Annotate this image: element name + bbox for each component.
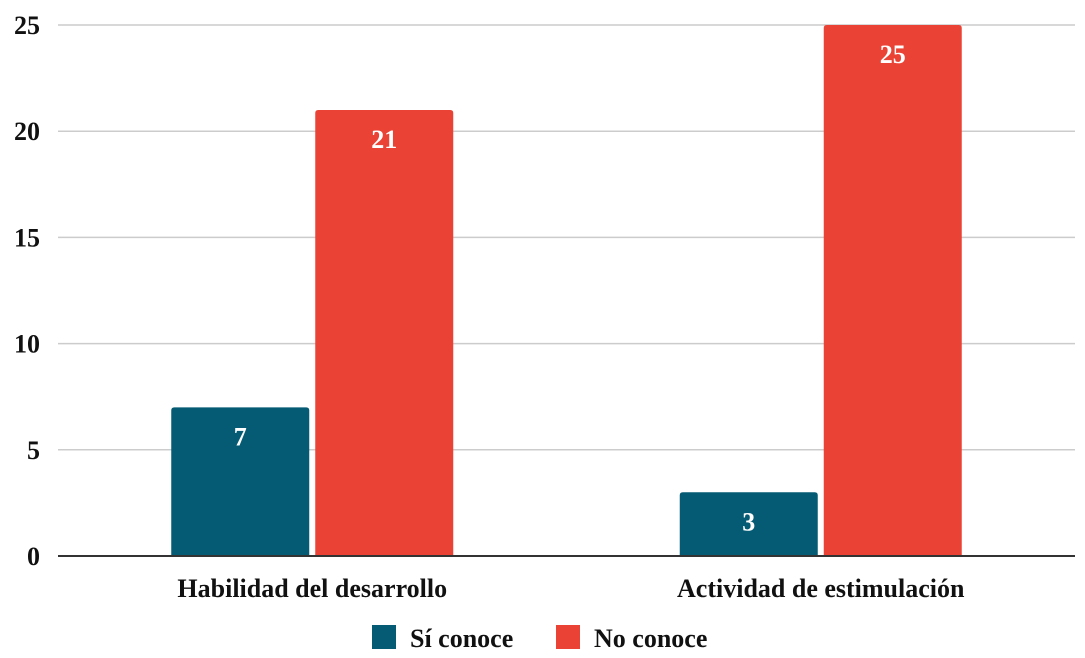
y-tick-label: 25 — [14, 11, 40, 40]
data-label: 7 — [234, 422, 247, 451]
legend-swatch — [556, 625, 580, 649]
data-labels: 7 21 3 25 — [234, 40, 906, 536]
y-tick-label: 0 — [27, 542, 40, 571]
y-tick-label: 5 — [27, 436, 40, 465]
data-label: 25 — [880, 40, 906, 69]
legend-item-label: Sí conoce — [410, 624, 513, 653]
x-axis-categories: Habilidad del desarrollo Actividad de est… — [177, 574, 965, 603]
bar[interactable] — [171, 407, 310, 556]
legend[interactable]: Sí conoce No conoce — [372, 624, 707, 653]
bar[interactable] — [315, 109, 454, 557]
legend-item-label: No conoce — [594, 624, 707, 653]
y-axis-ticks: 0 5 10 15 20 25 — [14, 11, 40, 571]
data-label: 21 — [371, 125, 397, 154]
y-tick-label: 15 — [14, 223, 40, 252]
bar[interactable] — [823, 25, 962, 556]
x-category-label: Actividad de estimulación — [677, 574, 965, 603]
y-tick-label: 20 — [14, 117, 40, 146]
y-tick-label: 10 — [14, 330, 40, 359]
bar[interactable] — [679, 492, 818, 556]
x-category-label: Habilidad del desarrollo — [177, 574, 447, 603]
legend-swatch — [372, 625, 396, 649]
data-label: 3 — [742, 507, 755, 536]
bars — [171, 25, 962, 557]
